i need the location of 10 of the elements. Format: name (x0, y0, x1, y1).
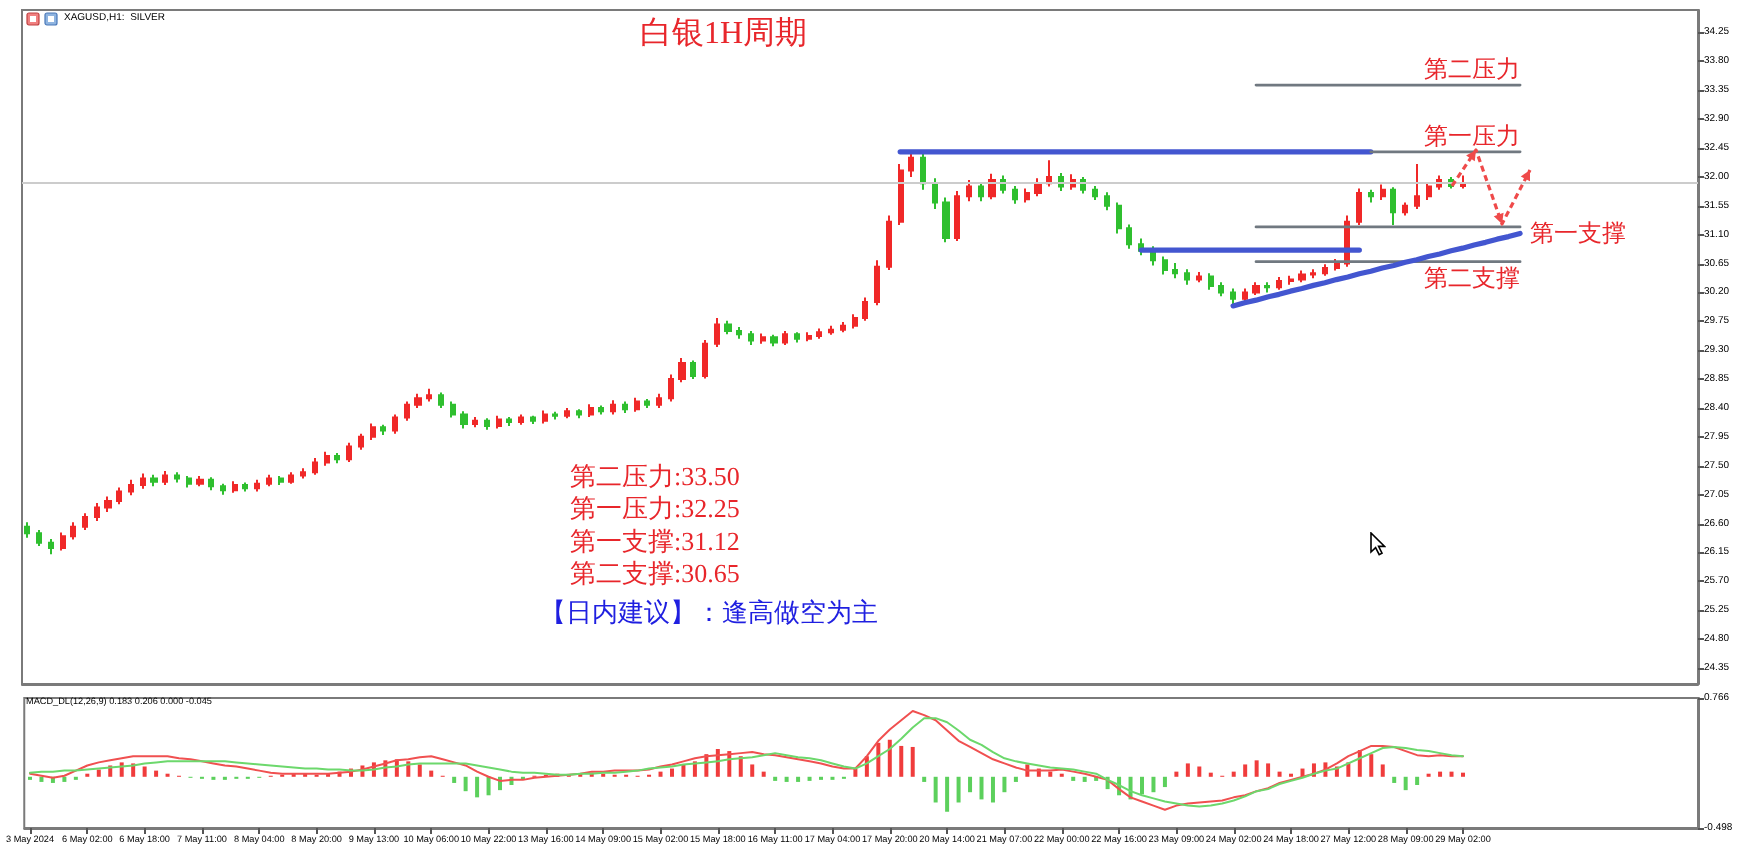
annotation: 第二支撑:30.65 (570, 558, 740, 589)
annotation: 【日内建议】：逢高做空为主 (540, 596, 878, 627)
annotation: 第二压力:33.50 (570, 461, 740, 491)
series-label: 第二压力 (1424, 55, 1521, 84)
annotation: 第一支撑:31.12 (570, 525, 740, 556)
series-label: 第一压力 (1424, 121, 1521, 150)
series-label: 第一支撑 (1530, 219, 1627, 248)
annotation: 第一压力:32.25 (570, 493, 740, 524)
series-label: 第二支撑 (1424, 263, 1521, 292)
chart-title: 白银1H周期 (640, 15, 808, 51)
